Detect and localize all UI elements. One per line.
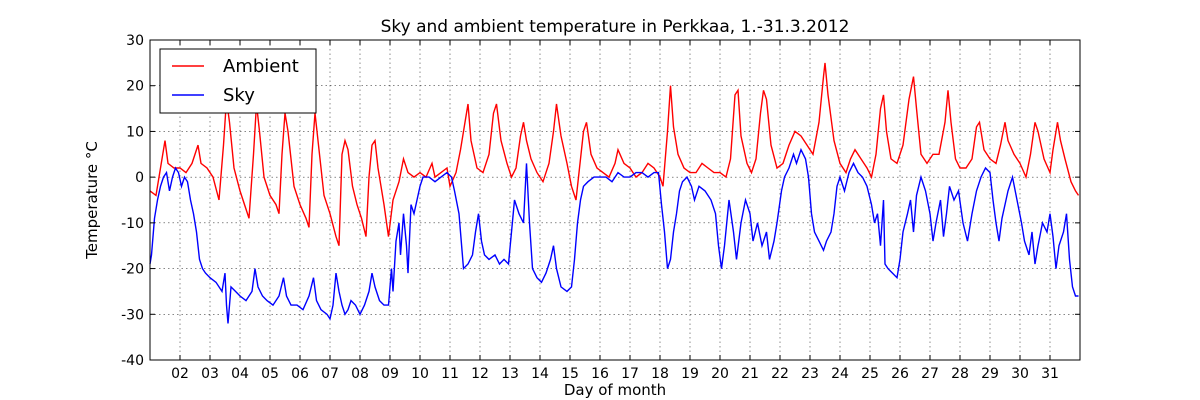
x-tick-label: 20 [711,366,729,382]
legend: Ambient Sky [159,48,317,114]
x-tick-label: 25 [861,366,879,382]
grid [150,40,1080,360]
x-tick-label: 07 [321,366,339,382]
x-tick-label: 21 [741,366,759,382]
x-tick-label: 22 [771,366,789,382]
x-tick-label: 14 [531,366,549,382]
x-tick-label: 09 [381,366,399,382]
y-tick-label: 0 [135,170,144,186]
x-tick-label: 10 [411,366,429,382]
x-tick-label: 23 [801,366,819,382]
x-tick-label: 08 [351,366,369,382]
x-tick-label: 02 [171,366,189,382]
y-tick-label: -20 [121,262,144,278]
x-tick-label: 13 [501,366,519,382]
x-tick-label: 06 [291,366,309,382]
y-tick-label: -40 [121,353,144,369]
x-tick-label: 11 [441,366,459,382]
x-axis-title: Day of month [564,381,666,399]
y-tick-label: -10 [121,216,144,232]
y-tick-label: 20 [126,79,144,95]
x-tick-label: 17 [621,366,639,382]
x-tick-label: 03 [201,366,219,382]
x-tick-label: 28 [951,366,969,382]
y-tick-label: 30 [126,33,144,49]
x-tick-label: 31 [1041,366,1059,382]
x-tick-label: 27 [921,366,939,382]
y-axis-title: Temperature °C [83,141,101,260]
y-tick-label: 10 [126,124,144,140]
x-tick-label: 16 [591,366,609,382]
x-tick-label: 05 [261,366,279,382]
legend-label-ambient: Ambient [223,56,299,77]
chart-title: Sky and ambient temperature in Perkkaa, … [381,17,850,37]
x-tick-label: 04 [231,366,249,382]
x-tick-label: 26 [891,366,909,382]
x-axis-tick-labels: 02 03 04 05 06 07 08 09 10 11 12 13 14 15 16 17 18 19 20 21… [171,366,1059,382]
x-tick-label: 15 [561,366,579,382]
series-layer [149,62,1080,324]
plot-frame [149,39,1081,361]
x-tick-label: 24 [831,366,849,382]
axis-ticks [150,39,1080,361]
y-axis-tick-labels: -40 -30 -20 -10 0 10 20 30 [121,33,144,369]
y-tick-label: -30 [121,307,144,323]
x-tick-label: 19 [681,366,699,382]
x-tick-label: 12 [471,366,489,382]
x-tick-label: 30 [1011,366,1029,382]
series-line-ambient [149,62,1080,246]
x-tick-label: 18 [651,366,669,382]
legend-box [159,48,317,114]
series-line-sky [149,147,1079,324]
x-tick-label: 29 [981,366,999,382]
legend-label-sky: Sky [223,85,255,106]
